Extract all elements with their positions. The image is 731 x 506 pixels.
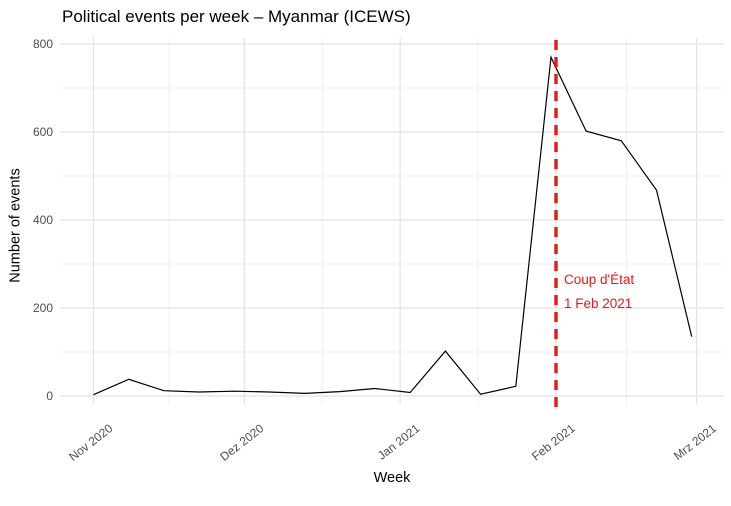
coup-annotation: Coup d'État 1 Feb 2021	[564, 268, 634, 316]
coup-annotation-line2: 1 Feb 2021	[563, 296, 633, 311]
y-tick-label: 200	[32, 301, 53, 315]
chart-title: Political events per week – Myanmar (ICE…	[62, 7, 411, 26]
y-axis-title: Number of events	[7, 168, 24, 283]
y-tick-label: 800	[32, 37, 53, 51]
y-tick-label: 400	[32, 213, 53, 227]
y-tick-label: 600	[32, 125, 53, 139]
x-axis-title: Week	[373, 470, 411, 486]
series-line	[93, 55, 693, 396]
coup-annotation-line1: Coup d'État	[563, 272, 635, 287]
y-tick-label: 0	[46, 389, 53, 403]
